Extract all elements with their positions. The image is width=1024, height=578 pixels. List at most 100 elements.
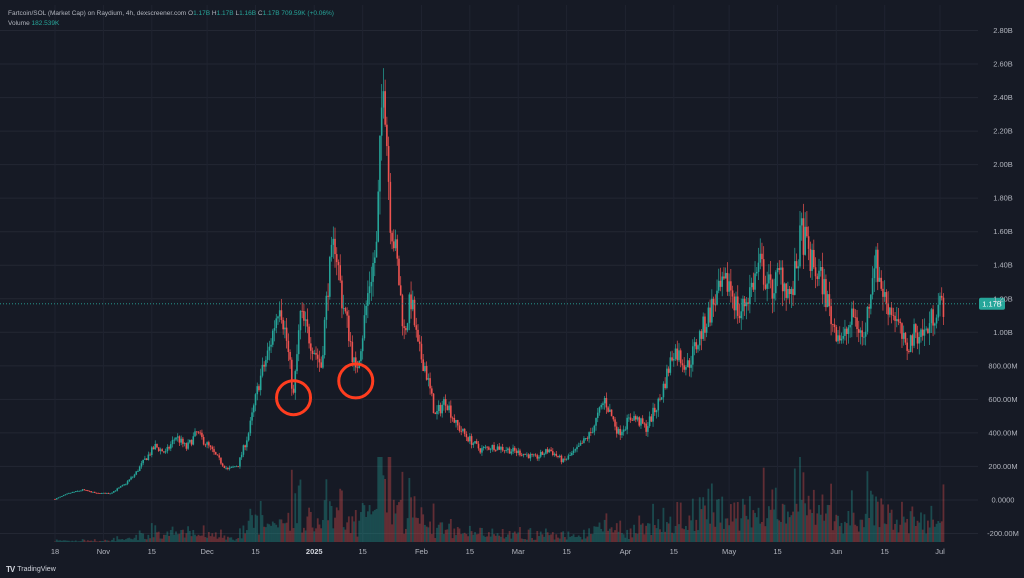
volume-bar [463, 532, 466, 542]
volume-bar [424, 524, 426, 542]
candle-body [536, 455, 539, 459]
candle-body [776, 268, 779, 273]
candle-body [825, 279, 827, 308]
candle-body [175, 437, 177, 440]
volume-bar [519, 527, 521, 542]
candle-body [95, 492, 98, 494]
candle-body [401, 295, 404, 327]
volume-bar [707, 488, 710, 542]
volume-bar [888, 512, 891, 542]
volume-bar [61, 540, 63, 542]
volume-bar [683, 529, 686, 542]
volume-bar [467, 536, 470, 542]
time-axis: 18 Nov 15 Dec 15 2025 15 Feb 15 Mar 15 Apr 15 May 15 Ju… [51, 547, 945, 556]
volume-bar [913, 516, 915, 542]
candle-body [766, 283, 768, 289]
volume-bar [66, 540, 68, 542]
volume-bar [169, 530, 172, 542]
candle-body [835, 327, 838, 342]
candle-body [595, 418, 597, 426]
volume-bar [107, 540, 110, 542]
candle-body [125, 483, 127, 485]
volume-bar [681, 528, 684, 542]
candle-body [534, 454, 537, 456]
candle-body [615, 426, 618, 434]
volume-bar [665, 522, 668, 542]
candle-body [394, 239, 397, 249]
volume-bar [555, 534, 558, 542]
candle-body [106, 493, 108, 494]
volume-bar [105, 540, 108, 542]
volume-bar [225, 539, 228, 542]
volume-bar [209, 536, 212, 542]
volume-bar [138, 530, 141, 542]
candle-body [170, 444, 172, 449]
x-tick-label: 15 [359, 547, 367, 556]
candle-body [185, 443, 188, 449]
volume-bar [353, 521, 355, 542]
candle-body [88, 491, 91, 492]
candle-body [883, 292, 886, 297]
candle-body [757, 262, 760, 272]
candle-body [265, 359, 267, 367]
candle-body [261, 364, 264, 376]
volume-bar [584, 538, 587, 542]
candle-body [920, 329, 922, 338]
volume-bar [182, 529, 184, 542]
volume-bar [308, 507, 310, 542]
volume-bar [807, 495, 810, 542]
candle-body [764, 284, 767, 289]
candle-body [657, 398, 660, 411]
candle-body [273, 328, 276, 331]
volume-bar [301, 532, 304, 542]
volume-bar [472, 534, 475, 542]
candle-body [571, 453, 573, 456]
volume-bar [524, 539, 527, 542]
candle-body [97, 492, 100, 494]
candle-body [498, 446, 501, 450]
candle-body [731, 290, 734, 297]
candle-body [329, 257, 331, 297]
volume-bar [736, 502, 739, 542]
candle-body [743, 298, 746, 307]
volume-bar [648, 523, 651, 542]
volume-bar [131, 539, 134, 542]
volume-bar [80, 541, 82, 542]
candle-body [339, 265, 342, 281]
candle-body [92, 491, 94, 493]
candle-body [474, 441, 476, 444]
candle-body [154, 444, 157, 450]
candle-body [287, 340, 290, 352]
volume-bar [135, 534, 138, 542]
x-tick-label: Feb [415, 547, 428, 556]
candle-body [596, 412, 599, 419]
volume-bar [506, 534, 509, 542]
volume-bar [332, 528, 335, 542]
candle-body [214, 452, 217, 455]
candle-body [863, 336, 865, 338]
candle-body [161, 449, 163, 452]
volume-bar [375, 508, 378, 542]
volume-bar [837, 515, 839, 542]
volume-bar [415, 517, 418, 542]
candle-body [334, 238, 336, 255]
candle-body [434, 413, 437, 415]
volume-bar [145, 539, 148, 542]
candle-body [590, 432, 592, 433]
candle-body [93, 491, 96, 493]
candle-body [166, 447, 169, 452]
volume-bar [762, 467, 765, 542]
candle-body [292, 388, 295, 393]
volume-bar [693, 530, 696, 542]
candle-body [939, 295, 941, 305]
volume-bar [119, 539, 122, 542]
volume-bar [251, 515, 253, 542]
candle-body [144, 458, 146, 460]
candle-body [705, 326, 708, 333]
candle-body [354, 357, 357, 368]
tradingview-logo[interactable]: TV TradingView [6, 565, 56, 574]
tradingview-brand: TradingView [17, 566, 56, 573]
volume-bar [470, 531, 473, 542]
candle-body [116, 488, 119, 491]
